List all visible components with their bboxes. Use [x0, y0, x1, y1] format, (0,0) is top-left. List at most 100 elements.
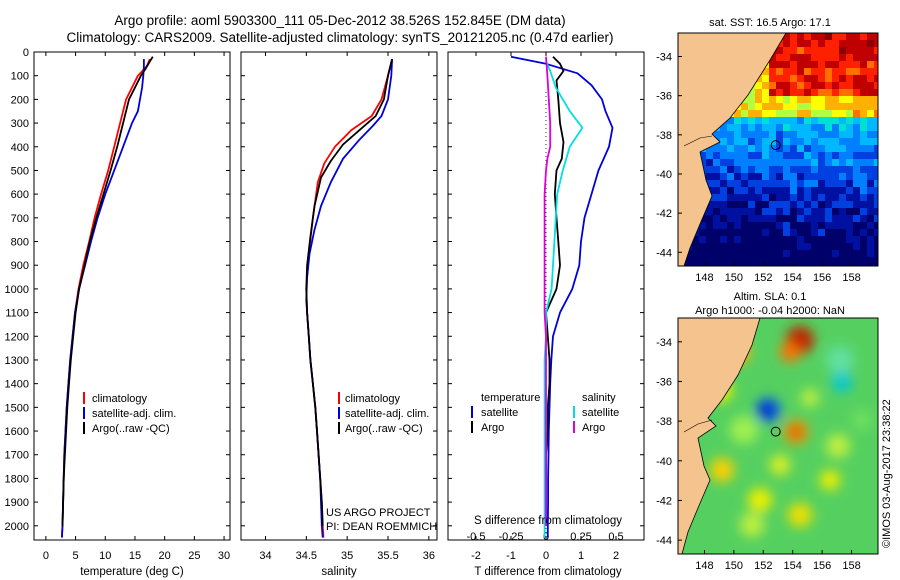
y-tick-label: 1600 [5, 426, 29, 438]
sst-pixel [790, 138, 797, 145]
sst-pixel [713, 229, 720, 236]
sst-pixel [804, 131, 811, 138]
sst-pixel [769, 173, 776, 180]
sst-pixel [804, 215, 811, 222]
series-line-satellite-adj-clim [61, 59, 145, 538]
sst-pixel [783, 103, 790, 110]
sst-pixel [769, 208, 776, 215]
sst-pixel [748, 264, 755, 266]
sst-pixel [769, 75, 776, 82]
sst-pixel [741, 180, 748, 187]
sst-pixel [769, 194, 776, 201]
sst-pixel [776, 131, 783, 138]
sst-pixel [727, 243, 734, 250]
sst-pixel [804, 117, 811, 124]
sst-pixel [846, 201, 853, 208]
sst-pixel [790, 194, 797, 201]
sst-pixel [706, 264, 713, 266]
sst-pixel [818, 243, 825, 250]
sst-pixel [762, 82, 769, 89]
sst-pixel [762, 117, 769, 124]
sst-pixel [748, 117, 755, 124]
x-tick-label: 25 [188, 550, 200, 562]
x-tick-label: 5 [73, 550, 79, 562]
sst-pixel [818, 194, 825, 201]
sst-pixel [811, 215, 818, 222]
sst-pixel [797, 166, 804, 173]
map-y-tick-label: -40 [656, 169, 672, 181]
sst-pixel [839, 201, 846, 208]
sst-pixel [804, 159, 811, 166]
sst-pixel [811, 250, 818, 257]
sst-pixel [713, 166, 720, 173]
sst-pixel [755, 96, 762, 103]
sst-pixel [741, 131, 748, 138]
sst-pixel [741, 173, 748, 180]
map-y-tick-label: -38 [656, 416, 672, 428]
sst-pixel [741, 187, 748, 194]
sla-map-title-line2: Argo h1000: -0.04 h2000: NaN [695, 305, 845, 317]
sst-pixel [713, 194, 720, 201]
sst-pixel [839, 187, 846, 194]
sst-pixel [874, 131, 878, 138]
sst-pixel [860, 236, 867, 243]
sst-pixel [748, 173, 755, 180]
sst-pixel [804, 194, 811, 201]
sst-pixel [713, 264, 720, 266]
sst-pixel [853, 229, 860, 236]
y-tick-label: 1300 [5, 355, 29, 367]
sst-pixel [762, 159, 769, 166]
sst-pixel [867, 138, 874, 145]
y-tick-label: 2000 [5, 521, 29, 533]
sst-pixel [762, 75, 769, 82]
sst-pixel [839, 82, 846, 89]
sst-pixel [825, 152, 832, 159]
sst-pixel [797, 264, 804, 266]
sst-pixel [797, 236, 804, 243]
sst-pixel [860, 68, 867, 75]
sst-pixel [860, 187, 867, 194]
sst-pixel [713, 236, 720, 243]
sst-pixel [741, 215, 748, 222]
legend-temperature-title: temperature [481, 392, 540, 404]
sst-pixel [790, 250, 797, 257]
sst-pixel [755, 257, 762, 264]
sst-pixel [783, 173, 790, 180]
sst-pixel [790, 152, 797, 159]
sst-pixel [874, 264, 878, 266]
sst-pixel [867, 75, 874, 82]
sst-pixel [748, 152, 755, 159]
sst-pixel [846, 215, 853, 222]
sst-pixel [839, 124, 846, 131]
sst-pixel [846, 250, 853, 257]
sst-pixel [853, 257, 860, 264]
sst-pixel [741, 229, 748, 236]
sst-pixel [867, 159, 874, 166]
sst-pixel [832, 180, 839, 187]
sst-pixel [720, 215, 727, 222]
sst-pixel [853, 222, 860, 229]
map-x-tick-label: 152 [754, 560, 772, 572]
sst-pixel [790, 82, 797, 89]
sst-pixel [874, 250, 878, 257]
sst-pixel [713, 173, 720, 180]
difference-axes-frame [447, 51, 645, 541]
sst-pixel [853, 103, 860, 110]
sst-pixel [797, 215, 804, 222]
sst-pixel [825, 222, 832, 229]
sst-pixel [797, 117, 804, 124]
sst-pixel [769, 152, 776, 159]
sst-pixel [874, 68, 878, 75]
sst-pixel [825, 138, 832, 145]
sst-pixel [846, 187, 853, 194]
sst-pixel [734, 159, 741, 166]
sst-pixel [762, 264, 769, 266]
sst-pixel [783, 159, 790, 166]
sst-pixel [804, 61, 811, 68]
sst-pixel [825, 117, 832, 124]
y-tick-label: 200 [11, 94, 29, 106]
sst-pixel [860, 82, 867, 89]
sst-pixel [797, 75, 804, 82]
sst-pixel [727, 236, 734, 243]
